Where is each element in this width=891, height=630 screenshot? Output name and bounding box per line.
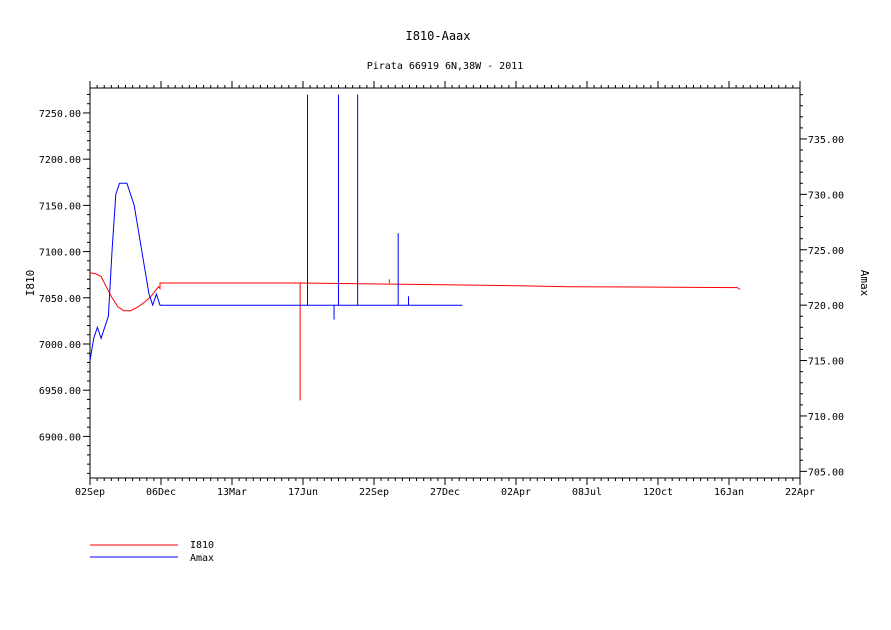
x-tick-label: 06Dec: [146, 487, 176, 498]
y-left-tick-label: 7050.00: [39, 294, 81, 305]
y-left-tick-label: 6950.00: [39, 386, 81, 397]
y-axis-left-label: I810: [24, 270, 37, 297]
legend-label-i810: I810: [190, 540, 214, 551]
y-left-tick-label: 7000.00: [39, 340, 81, 351]
x-tick-label: 22Apr: [785, 487, 815, 498]
series-line-i810: [89, 272, 741, 312]
y-left-tick-label: 7200.00: [39, 155, 81, 166]
y-right-tick-label: 735.00: [808, 135, 844, 146]
legend: I810 Amax: [90, 540, 214, 564]
x-tick-label: 17Jun: [288, 487, 318, 498]
chart-subtitle: Pirata 66919 6N,38W - 2011: [367, 61, 524, 72]
x-tick-label: 12Oct: [643, 487, 673, 498]
x-tick-label: 08Jul: [572, 487, 602, 498]
y-right-tick-label: 720.00: [808, 301, 844, 312]
y-axis-right-label: Amax: [858, 270, 871, 297]
x-tick-label: 13Mar: [217, 487, 247, 498]
series-line-amax: [89, 182, 463, 361]
x-tick-label: 02Sep: [75, 487, 105, 498]
y-right-tick-label: 705.00: [808, 467, 844, 478]
y-left-tick-label: 7150.00: [39, 201, 81, 212]
chart-title: I810-Aaax: [405, 29, 470, 43]
y-right-tick-label: 710.00: [808, 412, 844, 423]
x-tick-label: 22Sep: [359, 487, 389, 498]
x-axis: 02Sep 06Dec 13Mar 17Jun 22Sep 27Dec 02Apr 08Jul…: [75, 81, 815, 498]
y-right-tick-label: 725.00: [808, 246, 844, 257]
y-right-tick-label: 715.00: [808, 357, 844, 368]
legend-label-amax: Amax: [190, 553, 214, 564]
x-tick-label: 27Dec: [430, 487, 460, 498]
y-left-tick-label: 7250.00: [39, 109, 81, 120]
y-axis-left: 6900.00 6950.00 7000.00 7050.00 7100.00 7150.…: [39, 93, 90, 474]
x-tick-label: 16Jan: [714, 487, 744, 498]
y-left-tick-label: 7100.00: [39, 248, 81, 259]
x-tick-label: 02Apr: [501, 487, 531, 498]
series-layer: [89, 94, 741, 401]
y-right-tick-label: 730.00: [808, 190, 844, 201]
y-axis-right: 705.00 710.00 715.00 720.00 725.00 730.00 735.…: [800, 94, 844, 478]
y-left-tick-label: 6900.00: [39, 432, 81, 443]
